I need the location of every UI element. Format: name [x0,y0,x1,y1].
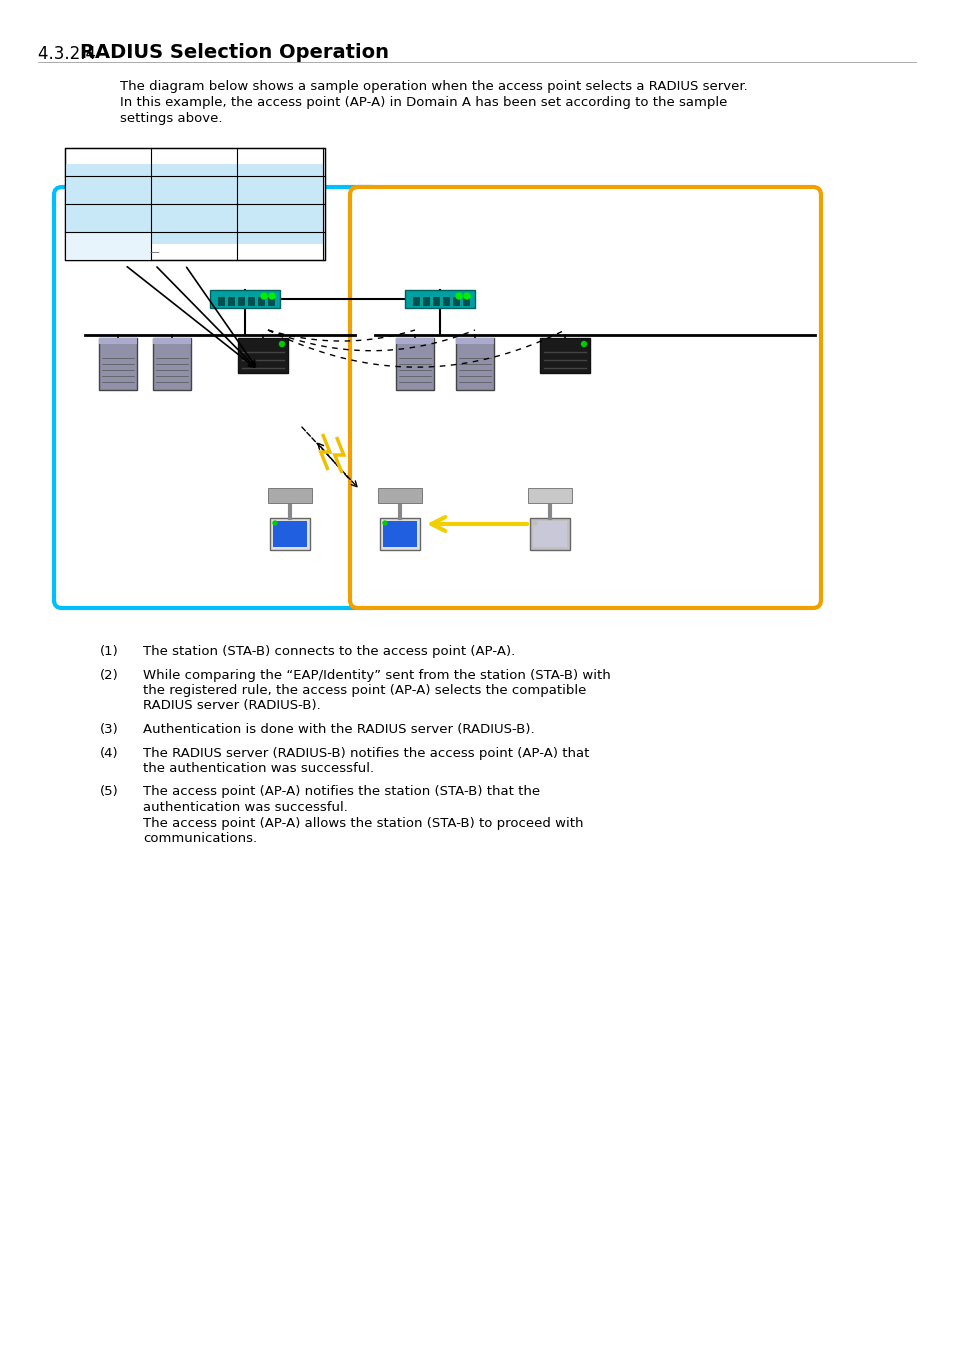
Text: In this example, the access point (AP-A) in Domain A has been set according to t: In this example, the access point (AP-A)… [120,96,726,109]
Text: The RADIUS server (RADIUS-B) notifies the access point (AP-A) that: The RADIUS server (RADIUS-B) notifies th… [143,747,589,759]
Bar [210,290,280,308]
Circle shape [261,293,267,299]
Text: RADIUS Selection Operation: RADIUS Selection Operation [80,43,389,62]
Text: While comparing the “EAP/Identity” sent from the station (STA-B) with: While comparing the “EAP/Identity” sent … [143,669,610,681]
Circle shape [456,293,461,299]
FancyBboxPatch shape [54,186,379,608]
Bar [152,338,191,390]
Text: Authentication is done with the RADIUS server (RADIUS-B).: Authentication is done with the RADIUS s… [143,723,534,736]
Bar [228,297,233,305]
Bar [379,517,419,550]
Bar [395,338,434,390]
Bar [99,338,137,345]
Bar [405,290,475,308]
Text: (4): (4) [100,747,118,759]
Bar [462,297,469,305]
Bar [152,338,191,345]
Bar [237,297,244,305]
Bar [453,297,458,305]
Bar [273,521,307,547]
Bar [422,297,429,305]
Text: The station (STA-B) connects to the access point (AP-A).: The station (STA-B) connects to the acce… [143,644,515,658]
Circle shape [533,521,537,526]
Bar [66,163,324,245]
Bar [456,338,494,345]
Text: The diagram below shows a sample operation when the access point selects a RADIU: The diagram below shows a sample operati… [120,80,747,93]
Text: The access point (AP-A) allows the station (STA-B) to proceed with: The access point (AP-A) allows the stati… [143,816,583,830]
Circle shape [463,293,470,299]
Text: (3): (3) [100,723,118,736]
Text: authentication was successful.: authentication was successful. [143,801,348,815]
Circle shape [269,293,274,299]
Circle shape [279,342,284,346]
Bar [218,297,224,305]
Text: 4.3.2.4: 4.3.2.4 [38,45,101,63]
Bar [377,488,421,503]
FancyBboxPatch shape [350,186,821,608]
Circle shape [273,521,276,526]
Bar [533,521,566,547]
Bar [257,297,264,305]
Bar [539,338,589,373]
Text: the authentication was successful.: the authentication was successful. [143,762,374,775]
Bar [413,297,418,305]
Bar [382,521,416,547]
Bar [268,488,312,503]
Circle shape [382,521,387,526]
Circle shape [581,342,586,346]
Bar [270,517,310,550]
Bar [395,338,434,345]
Text: settings above.: settings above. [120,112,222,126]
Text: communications.: communications. [143,832,257,844]
Bar [66,232,151,259]
Bar [456,338,494,390]
Text: (1): (1) [100,644,118,658]
Text: the registered rule, the access point (AP-A) selects the compatible: the registered rule, the access point (A… [143,684,586,697]
Bar [442,297,449,305]
Bar [99,338,137,390]
Bar [268,297,274,305]
Text: RADIUS server (RADIUS-B).: RADIUS server (RADIUS-B). [143,700,320,712]
Text: —: — [150,247,159,257]
Bar [248,297,253,305]
Bar [527,488,572,503]
Text: The access point (AP-A) notifies the station (STA-B) that the: The access point (AP-A) notifies the sta… [143,785,539,798]
Bar [237,338,288,373]
Bar [433,297,438,305]
Bar [65,149,325,259]
Bar [530,517,569,550]
Text: (2): (2) [100,669,118,681]
Text: (5): (5) [100,785,118,798]
